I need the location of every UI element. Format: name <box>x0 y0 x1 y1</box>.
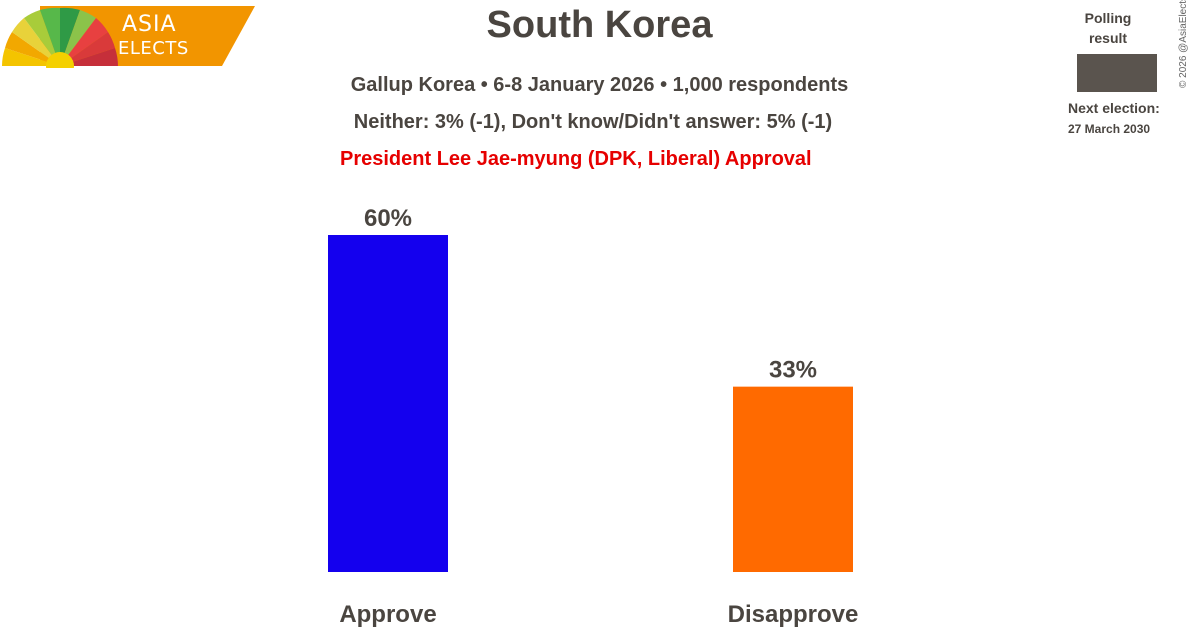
bar-approve <box>328 235 448 572</box>
legend-swatch <box>1077 54 1157 92</box>
copyright-text: © 2026 @AsiaElects <box>1178 0 1189 88</box>
asia-elects-logo <box>2 6 255 68</box>
poll-subtitle: Gallup Korea • 6-8 January 2026 • 1,000 … <box>350 74 849 96</box>
poll-note: Neither: 3% (-1), Don't know/Didn't answ… <box>353 111 833 133</box>
bar-value-label: 60% <box>364 205 412 232</box>
logo-text-elects: ELECTS <box>118 38 189 59</box>
logo-text-asia: ASIA <box>122 12 177 37</box>
category-label: Disapprove <box>728 601 859 628</box>
legend-title: Polling result <box>1084 10 1132 46</box>
next-election-label: Next election: <box>1068 100 1160 116</box>
page-title: South Korea <box>486 4 713 46</box>
category-label: Approve <box>339 601 436 628</box>
next-election-date: 27 March 2030 <box>1068 122 1151 136</box>
bar-disapprove <box>733 386 853 572</box>
chart-title: President Lee Jae-myung (DPK, Liberal) A… <box>340 148 812 170</box>
bar-value-label: 33% <box>769 357 817 384</box>
